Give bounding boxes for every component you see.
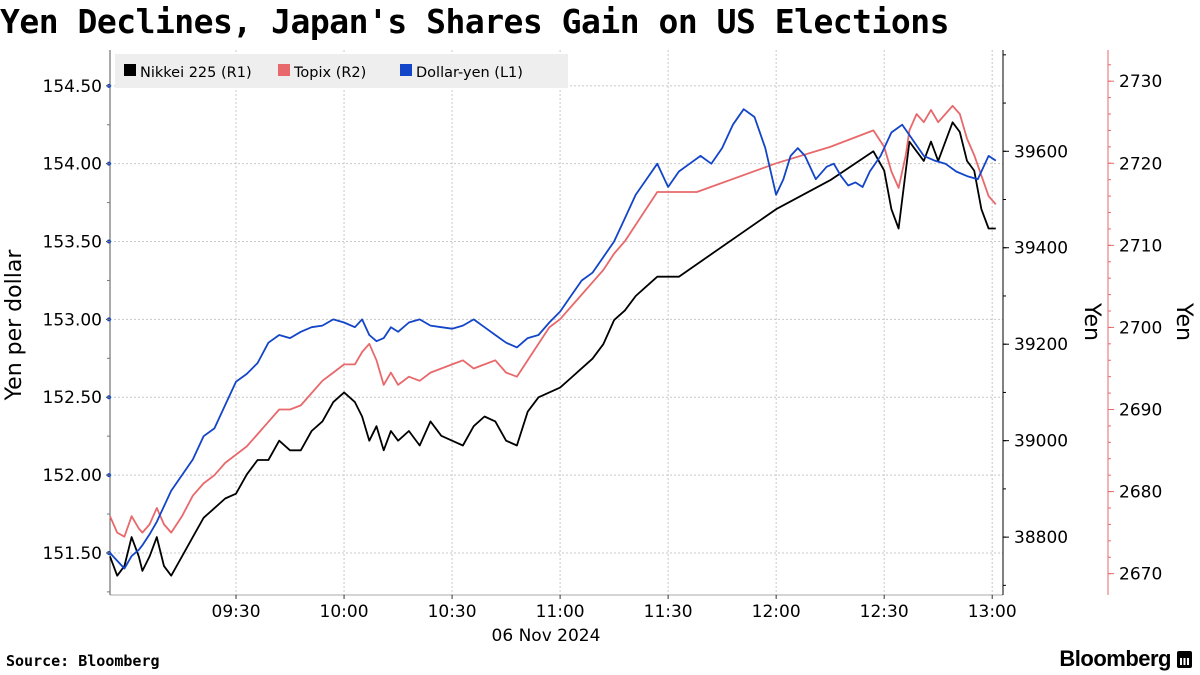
left-tick-label: 154.00	[43, 155, 102, 175]
x-axis-label: 06 Nov 2024	[492, 626, 601, 646]
legend-label: Topix (R2)	[293, 65, 366, 81]
series-line-dollar-yen-l1	[109, 108, 997, 570]
legend-swatch	[124, 64, 136, 76]
left-tick-label: 154.50	[43, 77, 102, 97]
series-line-nikkei-225-r1	[109, 121, 996, 577]
right2-tick-label: 2730	[1119, 72, 1162, 92]
legend: Nikkei 225 (R1) Topix (R2) Dollar-yen (L1)	[115, 54, 568, 88]
left-tick-label: 151.50	[43, 544, 102, 564]
right2-tick-label: 2720	[1119, 154, 1162, 174]
series-lines	[109, 104, 997, 577]
right1-tick-label: 39600	[1014, 142, 1068, 162]
x-tick-label: 10:30	[428, 602, 477, 622]
right2-tick-label: 2670	[1119, 565, 1162, 585]
right2-tick-label: 2710	[1119, 236, 1162, 256]
legend-swatch	[278, 64, 290, 76]
series-line-topix-r2	[109, 104, 997, 538]
right1-tick-label: 39200	[1014, 335, 1068, 355]
x-tick-label: 12:30	[860, 602, 909, 622]
x-tick-label: 12:00	[752, 602, 801, 622]
right2-tick-label: 2690	[1119, 401, 1162, 421]
left-tick-label: 152.50	[43, 388, 102, 408]
x-tick-label: 10:00	[320, 602, 369, 622]
left-tick-label: 153.00	[43, 310, 102, 330]
axes: 151.50 152.00 152.50 153.00 153.50 154.00 154.…	[2, 50, 1196, 646]
brand-name: Bloomberg	[1059, 646, 1171, 671]
legend-label: Dollar-yen (L1)	[416, 65, 523, 81]
source-note: Source: Bloomberg	[6, 652, 160, 670]
legend-swatch	[400, 64, 412, 76]
x-tick-label: 13:00	[968, 602, 1017, 622]
right1-tick-label: 39000	[1014, 432, 1068, 452]
left-axis-label: Yen per dollar	[2, 249, 27, 402]
legend-label: Nikkei 225 (R1)	[140, 65, 252, 81]
bloomberg-logo: Bloomberg	[1059, 646, 1192, 672]
right2-axis-label: Yen	[1171, 302, 1196, 341]
x-tick-label: 09:30	[212, 602, 261, 622]
right2-tick-label: 2680	[1119, 483, 1162, 503]
gridlines	[110, 50, 1003, 595]
x-tick-label: 11:00	[536, 602, 585, 622]
right1-tick-label: 38800	[1014, 528, 1068, 548]
x-tick-label: 11:30	[644, 602, 693, 622]
right2-tick-label: 2700	[1119, 318, 1162, 338]
legend-box	[115, 54, 568, 88]
bloomberg-terminal-icon	[1177, 650, 1192, 668]
left-tick-label: 153.50	[43, 233, 102, 253]
chart-title: Yen Declines, Japan's Shares Gain on US …	[0, 2, 950, 41]
left-tick-label: 152.00	[43, 466, 102, 486]
right1-axis-label: Yen	[1079, 302, 1104, 341]
right1-tick-label: 39400	[1014, 239, 1068, 259]
